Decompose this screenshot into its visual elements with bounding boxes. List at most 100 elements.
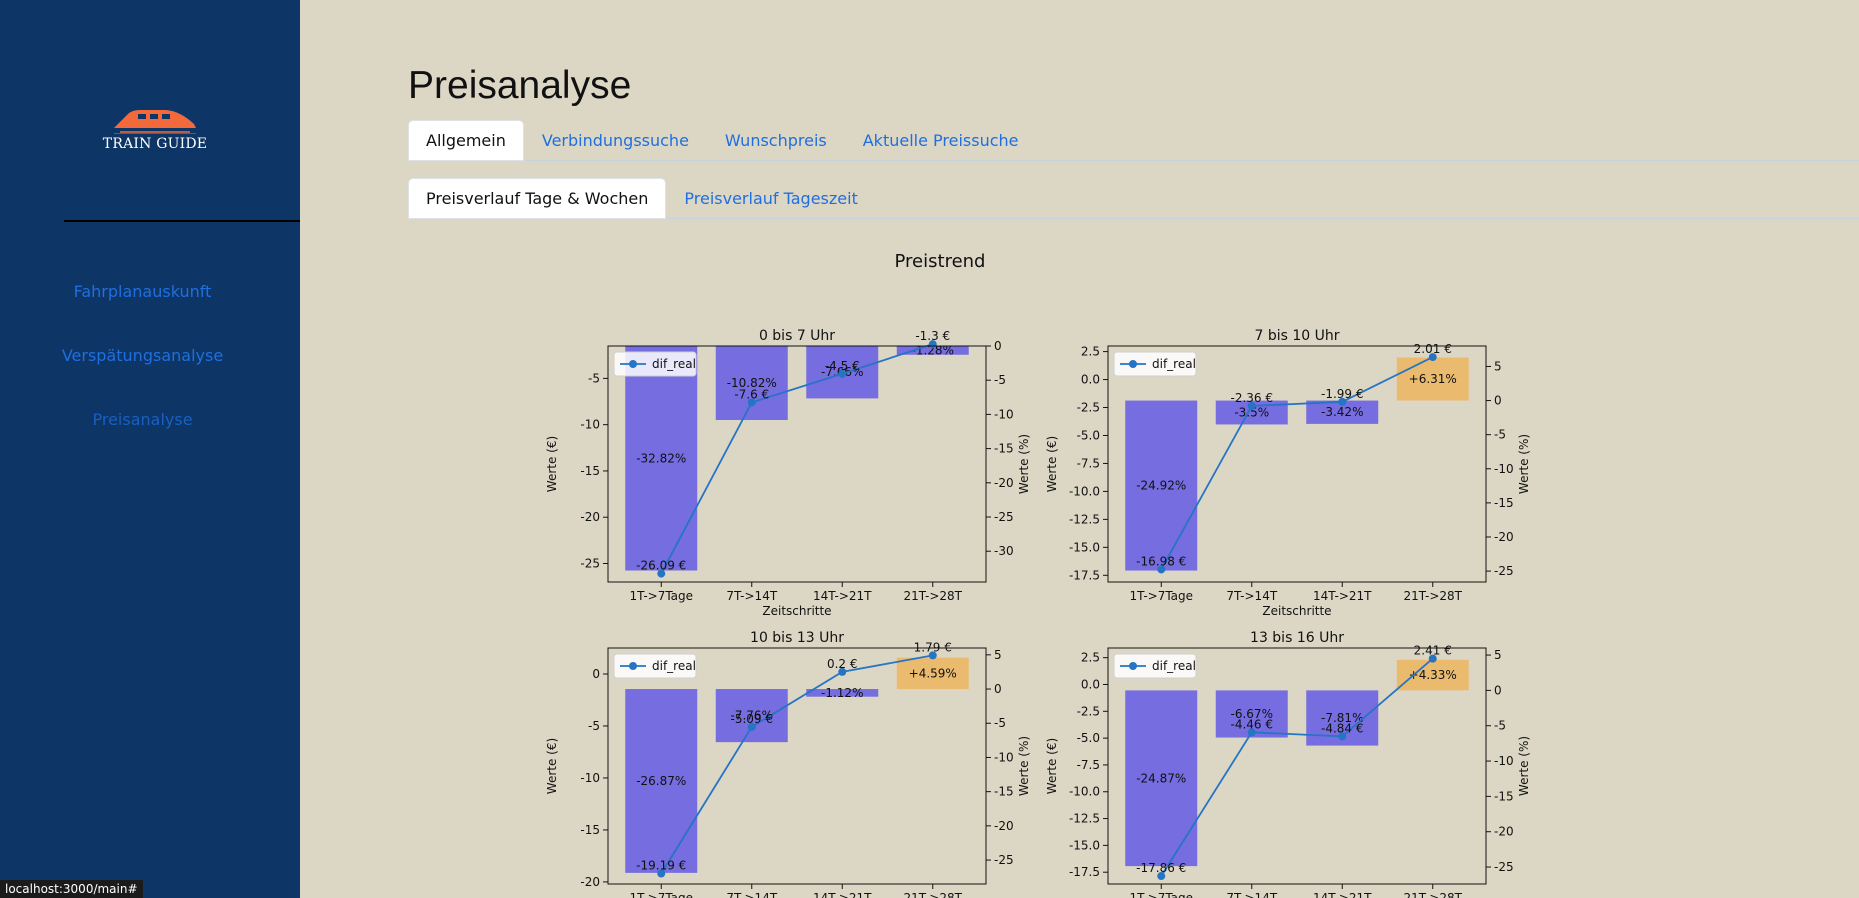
panel-4-ytick-right-label: -15	[1494, 789, 1514, 803]
chart-suptitle: Preistrend	[895, 251, 986, 272]
panel-4-point	[1157, 872, 1166, 881]
panel-3-ytick-left-label: 0	[592, 667, 600, 681]
panel-2-ytick-right-label: -20	[1494, 530, 1514, 544]
tab-allgemein[interactable]: Allgemein	[408, 120, 524, 161]
panel-1-bar	[715, 346, 788, 421]
panel-4-ytick-right-label: -10	[1494, 754, 1514, 768]
panel-4-point	[1338, 732, 1347, 741]
status-bar-url: localhost:3000/main#	[0, 880, 143, 898]
panel-2-ytick-left-label: -12.5	[1069, 512, 1100, 526]
panel-4-xtick-label: 14T->21T	[1313, 891, 1372, 898]
panel-3-point-label: -19.19 €	[636, 858, 686, 872]
train-guide-logo[interactable]: TRAIN GUIDE	[100, 106, 210, 152]
panel-1-xtick-label: 21T->28T	[904, 589, 963, 603]
panel-4-ytick-left-label: -7.5	[1077, 758, 1100, 772]
main-tabs: Allgemein Verbindungssuche Wunschpreis A…	[408, 120, 1037, 161]
panel-1-bar-label: -32.82%	[636, 451, 686, 465]
panel-4-ylabel-left: Werte (€)	[1045, 738, 1059, 794]
panel-1-point	[747, 398, 756, 407]
panel-1-ytick-left-label: -20	[580, 510, 600, 524]
subtab-tageszeit[interactable]: Preisverlauf Tageszeit	[684, 189, 858, 208]
panel-2-point	[1157, 565, 1166, 574]
panel-2-xlabel: Zeitschritte	[1262, 604, 1331, 618]
panel-3-bar	[896, 657, 969, 690]
panel-4-legend-marker	[1129, 662, 1137, 670]
panel-4-ytick-right-label: 5	[1494, 648, 1502, 662]
nav-preisanalyse[interactable]: Preisanalyse	[92, 410, 193, 429]
panel-3-ytick-left-label: -5	[588, 719, 600, 733]
panel-3-ytick-right-label: -15	[994, 785, 1014, 799]
panel-2-point	[1247, 401, 1256, 410]
panel-1-point-label: -4.5 €	[825, 359, 860, 373]
panel-1-point-label: -7.6 €	[734, 387, 769, 401]
panel-4-point-label: -17.86 €	[1136, 861, 1186, 875]
panel-2-point-label: -1.99 €	[1321, 387, 1364, 401]
panel-3-ytick-right-label: -20	[994, 819, 1014, 833]
subtabs-underline	[408, 218, 1859, 219]
panel-3-ytick-right-label: -5	[994, 716, 1006, 730]
panel-3-point	[928, 651, 937, 660]
panel-2-xtick-label: 14T->21T	[1313, 589, 1372, 603]
panel-4-ytick-right-label: -25	[1494, 860, 1514, 874]
panel-1-ytick-right-label: -20	[994, 476, 1014, 490]
panel-1-bar	[625, 346, 698, 571]
panel-2-bar	[1125, 400, 1198, 571]
panel-4-bar	[1396, 659, 1469, 691]
panel-2-legend-box	[1113, 351, 1197, 377]
panel-2-point-label: -16.98 €	[1136, 554, 1186, 568]
panel-3-legend-label: dif_real	[652, 659, 696, 673]
panel-3-ytick-right-label: -10	[994, 750, 1014, 764]
panel-3-xtick-label: 1T->7Tage	[629, 891, 693, 898]
panel-2-bar	[1215, 400, 1288, 425]
tab-wunschpreis[interactable]: Wunschpreis	[724, 131, 827, 150]
panel-4-title: 13 bis 16 Uhr	[1250, 630, 1344, 646]
panel-2-bar	[1396, 357, 1469, 401]
panel-1-xtick-label: 1T->7Tage	[629, 589, 693, 603]
panel-2-ytick-right-label: -5	[1494, 428, 1506, 442]
panel-3-bar	[806, 689, 879, 697]
panel-3-bar	[625, 689, 698, 873]
tab-aktuelle-preissuche[interactable]: Aktuelle Preissuche	[862, 131, 1019, 150]
logo-text: TRAIN GUIDE	[102, 136, 208, 152]
panel-1-xtick-label: 7T->14T	[726, 589, 778, 603]
panel-3-xtick-label: 21T->28T	[904, 891, 963, 898]
panel-2-ytick-left-label: -10.0	[1069, 484, 1100, 498]
panel-3-ylabel-left: Werte (€)	[545, 738, 559, 794]
panel-1-bar-label: -10.82%	[727, 376, 777, 390]
panel-3-bar-label: -1.12%	[821, 686, 863, 700]
panel-3-ytick-left-label: -10	[580, 771, 600, 785]
panel-2-ytick-left-label: 0.0	[1081, 373, 1100, 387]
panel-2-ytick-right-label: 5	[1494, 359, 1502, 373]
train-icon	[114, 110, 196, 134]
panel-1-ylabel-right: Werte (%)	[1017, 434, 1031, 494]
panel-3-point-label: -5.09 €	[731, 712, 774, 726]
tabs-underline	[408, 160, 1859, 161]
panel-2-bar	[1306, 400, 1379, 424]
panel-2-ytick-right-label: -10	[1494, 462, 1514, 476]
sidebar-divider	[64, 220, 300, 222]
preistrend-chart: Preistrend-32.82%-10.82%-7.66%-1.28%-26.…	[408, 240, 1668, 898]
panel-1-ytick-left-label: -25	[580, 556, 600, 570]
panel-3-bar-label: -7.76%	[731, 709, 773, 723]
panel-4-ytick-right-label: 0	[1494, 683, 1502, 697]
panel-1-point	[838, 369, 847, 378]
panel-1-title: 0 bis 7 Uhr	[759, 328, 835, 344]
panel-1-legend-marker	[629, 360, 637, 368]
panel-2-point-label: 2.01 €	[1414, 342, 1452, 356]
panel-2-ytick-left-label: -17.5	[1069, 568, 1100, 582]
panel-3-line	[660, 654, 933, 874]
panel-2-ylabel-right: Werte (%)	[1517, 434, 1531, 494]
nav-verspaetungsanalyse[interactable]: Verspätungsanalyse	[61, 346, 224, 365]
panel-2-xtick-label: 21T->28T	[1404, 589, 1463, 603]
panel-3-bar-label: -26.87%	[636, 774, 686, 788]
panel-4-ytick-left-label: -2.5	[1077, 704, 1100, 718]
panel-2-bar-label: -24.92%	[1136, 479, 1186, 493]
subtab-tage-wochen[interactable]: Preisverlauf Tage & Wochen	[408, 178, 667, 219]
panel-4-ytick-left-label: 2.5	[1081, 651, 1100, 665]
tab-verbindungssuche[interactable]: Verbindungssuche	[541, 131, 689, 150]
panel-1-point-label: -26.09 €	[636, 559, 686, 573]
panel-4-ytick-left-label: -5.0	[1077, 731, 1100, 745]
nav-fahrplanauskunft[interactable]: Fahrplanauskunft	[73, 282, 212, 301]
panel-1-legend-box	[613, 351, 697, 377]
panel-4-ytick-right-label: -5	[1494, 719, 1506, 733]
